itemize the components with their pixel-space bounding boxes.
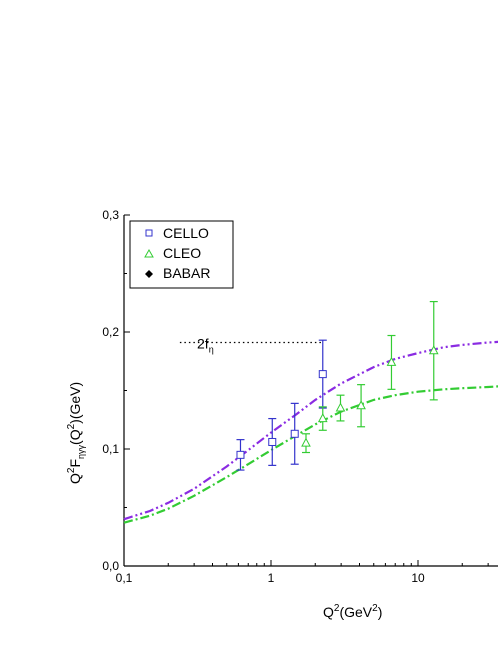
data-points — [236, 300, 439, 471]
cleo-point — [428, 345, 439, 355]
legend: CELLO CLEO BABAR — [129, 220, 234, 289]
x-tick-label: 1 — [268, 571, 275, 585]
model-curve-dash-dot — [123, 385, 498, 524]
y-tick-label: 0,0 — [102, 559, 119, 573]
y-tick-label: 0,2 — [102, 325, 119, 339]
cleo-point — [317, 413, 328, 423]
x-tick-label: 0,1 — [116, 571, 133, 585]
y-tick-label: 0,3 — [102, 208, 119, 222]
axis-ticks: 0,1 1 100,00,10,20,3 — [102, 208, 489, 585]
x-axis-title: Q2(GeV2) — [323, 603, 382, 620]
legend-label-cleo: CLEO — [163, 245, 201, 261]
model-curves — [123, 340, 498, 524]
annotation-2f-eta: 2fη — [179, 336, 323, 355]
annotation-label: 2fη — [197, 336, 214, 355]
cello-point — [236, 450, 245, 459]
y-tick-label: 0,1 — [102, 442, 119, 456]
cleo-point — [386, 356, 397, 366]
legend-marker-cello — [145, 229, 153, 237]
cello-point — [290, 429, 299, 438]
cleo-point — [356, 400, 366, 410]
cleo-point — [335, 402, 346, 412]
cello-point — [268, 437, 277, 446]
y-axis-title: Q2Fηγγ(Q2)(GeV) — [66, 382, 86, 484]
cleo-point — [301, 437, 311, 447]
legend-marker-babar — [145, 270, 153, 278]
legend-label-cello: CELLO — [163, 225, 209, 241]
legend-box — [129, 220, 234, 289]
legend-marker-cleo — [144, 248, 154, 258]
cello-point — [318, 370, 327, 379]
model-curve-dash-dot-dot — [123, 340, 498, 521]
x-tick-label: 10 — [411, 571, 425, 585]
legend-label-babar: BABAR — [163, 265, 210, 281]
